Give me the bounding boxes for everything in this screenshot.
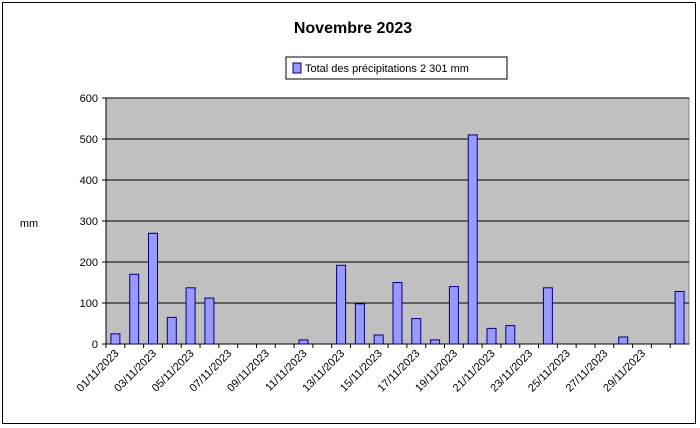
legend: Total des précipitations 2 301 mm <box>285 56 508 80</box>
bar <box>467 134 478 345</box>
y-tick-label: 300 <box>80 216 98 228</box>
legend-label: Total des précipitations 2 301 mm <box>305 63 469 75</box>
y-tick-label: 400 <box>80 175 98 187</box>
bar <box>148 232 158 345</box>
y-tick-label: 0 <box>92 339 98 351</box>
bar <box>185 287 196 345</box>
y-axis-label: mm <box>20 218 38 230</box>
bar-chart: Novembre 2023 Total des précipitations 2… <box>20 20 690 394</box>
bar <box>430 339 441 345</box>
y-tick-label: 500 <box>80 134 98 146</box>
legend-box <box>285 56 508 80</box>
bar <box>411 318 422 345</box>
bar <box>298 339 309 345</box>
bar <box>373 334 384 345</box>
bar <box>486 327 497 345</box>
bar <box>354 303 365 345</box>
bar <box>448 286 459 345</box>
plot-area: 010020030040050060001/11/202303/11/20230… <box>75 93 690 394</box>
bar <box>505 325 516 345</box>
y-tick-label: 200 <box>80 257 98 269</box>
bar <box>618 336 629 345</box>
chart-frame: Novembre 2023 Total des précipitations 2… <box>2 2 696 424</box>
bar <box>542 287 553 345</box>
bar <box>166 316 177 345</box>
bar <box>110 333 121 345</box>
chart-title: Novembre 2023 <box>294 20 412 37</box>
bar <box>129 273 140 345</box>
bar <box>336 264 347 345</box>
legend-swatch <box>292 62 302 74</box>
y-tick-label: 600 <box>80 93 98 105</box>
bar <box>674 291 685 345</box>
y-tick-label: 100 <box>80 298 98 310</box>
bar <box>392 282 403 345</box>
bar <box>204 297 215 345</box>
